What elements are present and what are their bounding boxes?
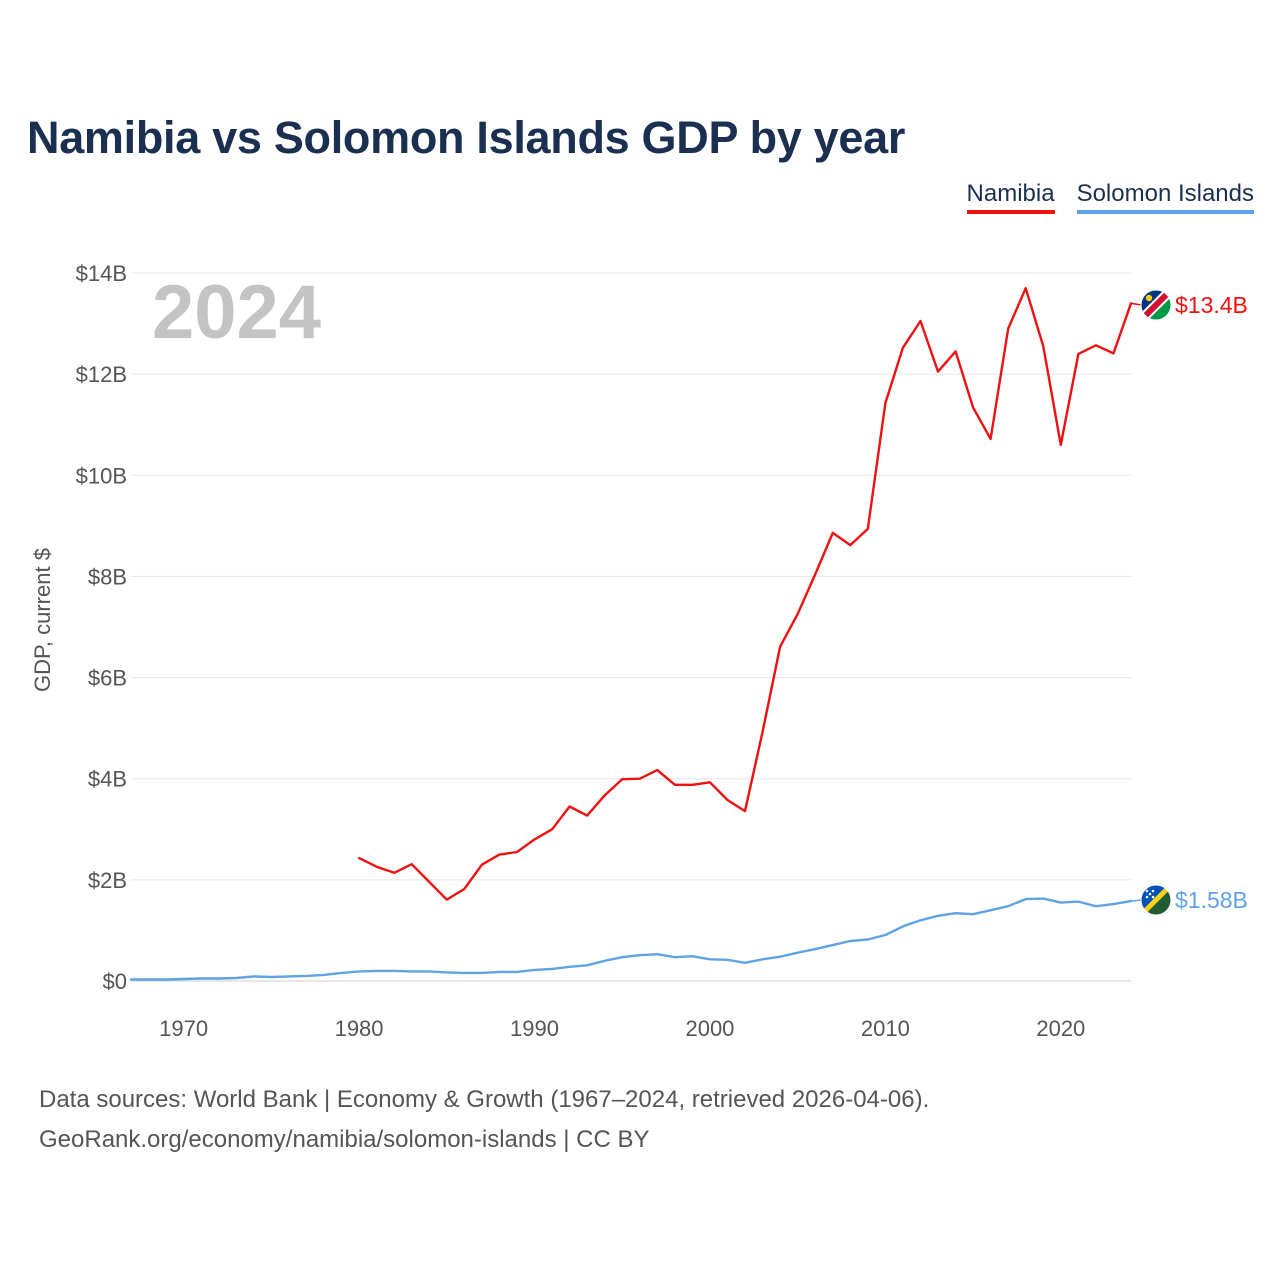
year-watermark: 2024 [152,270,321,355]
chart-title: Namibia vs Solomon Islands GDP by year [27,112,906,163]
legend-item-solomon-islands[interactable]: Solomon Islands [1076,180,1254,214]
y-tick-label: $14B [76,261,127,286]
legend: Namibia Solomon Islands [966,180,1254,214]
y-axis-ticks: $0 $2B $4B $6B $8B $10B $12B $14B [76,261,127,994]
y-tick-label: $8B [88,564,127,589]
y-tick-label: $2B [88,868,127,893]
end-connector [1130,899,1143,902]
y-axis-title: GDP, current $ [30,548,55,692]
flag-namibia-icon [1140,289,1172,321]
source-note: Data sources: World Bank | Economy & Gro… [39,1080,929,1160]
legend-item-namibia[interactable]: Namibia [966,180,1055,214]
series-line-namibia[interactable] [357,287,1133,901]
gridlines [131,272,1131,982]
series-line-solomon-islands[interactable] [129,897,1133,981]
y-tick-label: $6B [88,666,127,691]
x-tick-label: 2010 [861,1016,910,1041]
y-tick-label: $0 [103,969,127,994]
x-axis-ticks: 1970 1980 1990 2000 2010 2020 [159,1016,1085,1041]
series-lines [129,287,1133,981]
y-tick-label: $10B [76,463,127,488]
end-label-solomon-islands: $1.58B [1175,887,1248,913]
flag-solomon-islands-icon [1140,884,1172,916]
source-line-1: Data sources: World Bank | Economy & Gro… [39,1086,930,1113]
x-tick-label: 1970 [159,1016,208,1041]
y-tick-label: $12B [76,362,127,387]
y-tick-label: $4B [88,767,127,792]
source-line-2[interactable]: GeoRank.org/economy/namibia/solomon-isla… [39,1126,650,1153]
gdp-line-chart: 2024 $0 $2B $4B $6B $8B $10B $12B $14B 1970 1980… [30,261,1248,1041]
x-tick-label: 1980 [335,1016,384,1041]
end-label-namibia: $13.4B [1175,292,1248,318]
x-tick-label: 2000 [685,1016,734,1041]
x-tick-label: 1990 [510,1016,559,1041]
series-endpoints: $13.4B $1.58B [1130,289,1248,916]
end-connector [1130,302,1143,306]
x-tick-label: 2020 [1036,1016,1085,1041]
